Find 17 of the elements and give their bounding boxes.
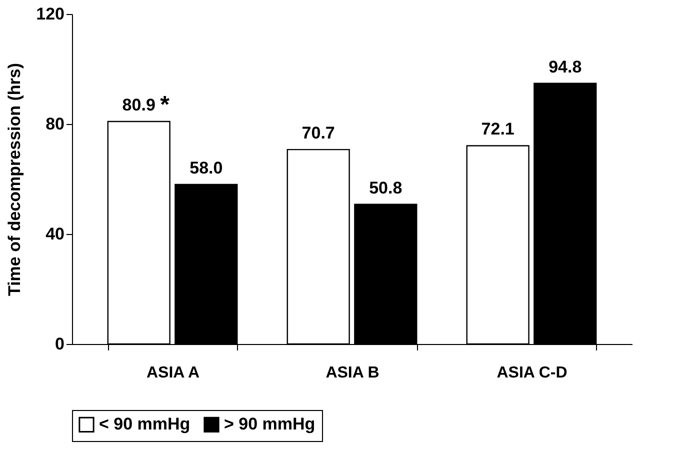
y-tick-label: 0 (55, 334, 64, 354)
x-tick-label: ASIA B (326, 364, 380, 382)
y-tick-label: 120 (36, 4, 64, 24)
data-label: 80.9 (122, 96, 156, 115)
legend-label: < 90 mmHg (99, 414, 190, 434)
data-label: 70.7 (302, 124, 335, 143)
y-tick-label: 40 (46, 224, 64, 244)
annotation: * (160, 92, 170, 119)
x-tick-label: ASIA C-D (496, 364, 568, 382)
data-label: 72.1 (481, 120, 514, 139)
data-label: 58.0 (190, 158, 223, 178)
x-tick-label: ASIA A (146, 364, 200, 382)
y-tick-label: 80 (46, 114, 64, 134)
y-axis-title: Time of decompression (hrs) (5, 62, 24, 296)
data-label: 50.8 (369, 178, 402, 198)
legend-label: > 90 mmHg (224, 414, 316, 434)
data-label: 94.8 (548, 57, 582, 76)
